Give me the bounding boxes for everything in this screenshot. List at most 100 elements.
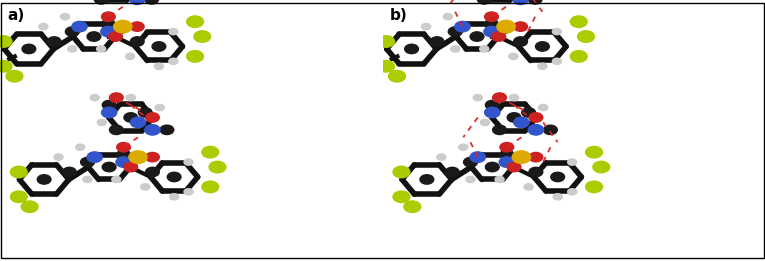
Circle shape [187, 16, 203, 27]
Circle shape [509, 94, 519, 101]
Circle shape [126, 94, 135, 101]
Circle shape [493, 93, 506, 102]
Circle shape [586, 146, 603, 158]
Circle shape [202, 181, 219, 193]
Circle shape [97, 119, 106, 126]
Circle shape [101, 26, 116, 37]
Circle shape [480, 119, 490, 126]
Circle shape [125, 53, 135, 60]
Circle shape [393, 166, 410, 178]
Circle shape [117, 143, 130, 152]
Circle shape [378, 61, 395, 72]
Circle shape [67, 46, 76, 52]
Circle shape [184, 159, 193, 165]
Circle shape [492, 32, 506, 41]
Circle shape [87, 32, 101, 41]
Circle shape [138, 108, 152, 117]
Circle shape [63, 167, 76, 177]
Circle shape [103, 162, 116, 172]
Circle shape [477, 0, 491, 4]
Circle shape [497, 20, 515, 33]
Circle shape [507, 113, 521, 122]
Circle shape [160, 125, 174, 135]
Circle shape [485, 100, 499, 110]
Circle shape [466, 176, 475, 183]
Circle shape [458, 144, 467, 150]
Circle shape [473, 94, 482, 101]
Circle shape [209, 161, 226, 173]
Circle shape [513, 0, 528, 5]
Circle shape [145, 167, 159, 177]
Circle shape [454, 21, 470, 32]
Circle shape [485, 12, 499, 21]
Circle shape [552, 58, 562, 64]
Circle shape [507, 162, 521, 172]
Circle shape [529, 113, 542, 122]
Circle shape [524, 184, 533, 190]
Circle shape [96, 46, 106, 52]
Circle shape [130, 22, 144, 31]
Circle shape [437, 154, 446, 160]
Circle shape [570, 16, 587, 27]
Circle shape [112, 176, 121, 183]
Circle shape [184, 189, 193, 195]
Circle shape [37, 175, 51, 184]
Circle shape [94, 0, 108, 4]
Circle shape [389, 70, 405, 82]
Circle shape [72, 21, 87, 32]
Circle shape [451, 46, 460, 52]
Circle shape [54, 154, 63, 160]
Circle shape [47, 37, 61, 46]
Circle shape [405, 44, 418, 54]
Circle shape [393, 191, 410, 203]
Circle shape [109, 32, 122, 41]
Circle shape [578, 31, 594, 42]
Circle shape [483, 26, 499, 37]
Circle shape [170, 194, 179, 200]
Circle shape [514, 37, 527, 46]
Circle shape [194, 31, 210, 42]
Circle shape [102, 12, 116, 21]
Circle shape [39, 23, 48, 30]
Circle shape [553, 194, 562, 200]
Circle shape [145, 125, 160, 135]
Circle shape [145, 152, 159, 162]
Circle shape [109, 125, 123, 135]
Circle shape [187, 51, 203, 62]
Circle shape [485, 20, 499, 29]
Circle shape [509, 53, 518, 60]
Circle shape [539, 104, 548, 111]
Text: a): a) [8, 8, 24, 23]
Circle shape [480, 46, 489, 52]
Circle shape [529, 167, 542, 177]
Circle shape [11, 166, 28, 178]
Circle shape [500, 150, 514, 159]
Circle shape [169, 58, 178, 64]
Circle shape [404, 201, 421, 212]
Circle shape [124, 162, 138, 172]
Circle shape [155, 104, 164, 111]
Circle shape [420, 175, 434, 184]
Circle shape [448, 27, 462, 36]
Circle shape [109, 93, 123, 102]
Circle shape [493, 125, 506, 135]
Circle shape [522, 108, 536, 117]
Circle shape [552, 28, 562, 35]
Circle shape [536, 42, 549, 51]
Circle shape [102, 20, 116, 29]
Circle shape [83, 176, 92, 183]
Circle shape [145, 113, 159, 122]
Circle shape [129, 151, 147, 163]
Circle shape [169, 28, 178, 35]
Circle shape [145, 0, 158, 4]
Circle shape [444, 14, 452, 20]
Circle shape [568, 159, 577, 165]
Circle shape [514, 22, 527, 31]
Circle shape [528, 125, 543, 135]
Circle shape [538, 63, 547, 69]
Circle shape [141, 184, 150, 190]
Circle shape [0, 36, 12, 47]
Circle shape [430, 37, 444, 46]
Circle shape [529, 152, 542, 162]
Circle shape [103, 100, 116, 110]
